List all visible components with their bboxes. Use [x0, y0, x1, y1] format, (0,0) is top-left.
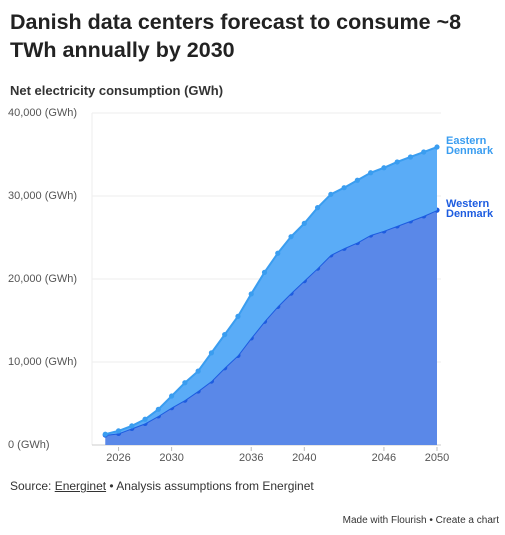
area-fill: [105, 147, 438, 436]
data-point: [195, 368, 201, 374]
data-point: [354, 177, 360, 183]
y-tick-label: 10,000 (GWh): [8, 356, 77, 368]
area-fill: [105, 210, 438, 445]
data-point: [407, 154, 414, 160]
x-tick-label: 2040: [292, 452, 316, 464]
data-point: [394, 159, 400, 165]
x-tick-label: 2050: [425, 452, 449, 464]
data-point: [208, 350, 215, 356]
x-tick-label: 2030: [159, 452, 183, 464]
data-point: [275, 250, 281, 256]
credit-link[interactable]: Made with Flourish: [342, 515, 427, 526]
data-point: [288, 234, 294, 240]
data-point: [261, 269, 268, 275]
data-point: [434, 144, 440, 150]
data-point: [381, 165, 387, 171]
x-tick-label: 2046: [372, 452, 396, 464]
source: Source: Energinet • Analysis assumptions…: [10, 479, 314, 493]
data-point: [222, 332, 228, 338]
data-point: [341, 185, 347, 191]
series-label: Eastern Denmark: [446, 135, 494, 158]
data-point: [421, 149, 427, 155]
y-tick-label: 30,000 (GWh): [8, 190, 77, 202]
source-note: • Analysis assumptions from Energinet: [109, 479, 314, 493]
chart: 0 (GWh) 10,000 (GWh) 20,000 (GWh) 30,000 (G…: [8, 107, 449, 464]
source-label: Source:: [10, 479, 52, 493]
data-point: [102, 431, 108, 437]
data-point: [142, 416, 148, 422]
data-point: [182, 380, 188, 386]
cta-link[interactable]: Create a chart: [435, 515, 499, 526]
separator: •: [429, 515, 433, 526]
source-link[interactable]: Energinet: [54, 479, 107, 493]
chart-title: Danish data centers forecast to consume …: [10, 10, 462, 62]
data-point: [328, 191, 334, 197]
x-tick-label: 2036: [239, 452, 263, 464]
data-point: [155, 406, 161, 412]
x-tick-label: 2026: [106, 452, 130, 464]
data-point: [235, 313, 241, 319]
data-point: [169, 393, 175, 399]
data-point: [129, 423, 135, 429]
y-tick-label: 20,000 (GWh): [8, 273, 77, 285]
y-tick-label: 40,000 (GWh): [8, 107, 77, 119]
data-point: [314, 205, 321, 211]
data-point: [248, 291, 254, 297]
data-point: [301, 220, 307, 226]
chart-subtitle: Net electricity consumption (GWh): [10, 83, 224, 98]
series-label: Western Denmark: [446, 198, 494, 221]
y-tick-label: 0 (GWh): [8, 439, 50, 451]
footer: Made with Flourish • Create a chart: [343, 515, 499, 526]
data-point: [368, 170, 374, 176]
data-point: [115, 428, 122, 434]
